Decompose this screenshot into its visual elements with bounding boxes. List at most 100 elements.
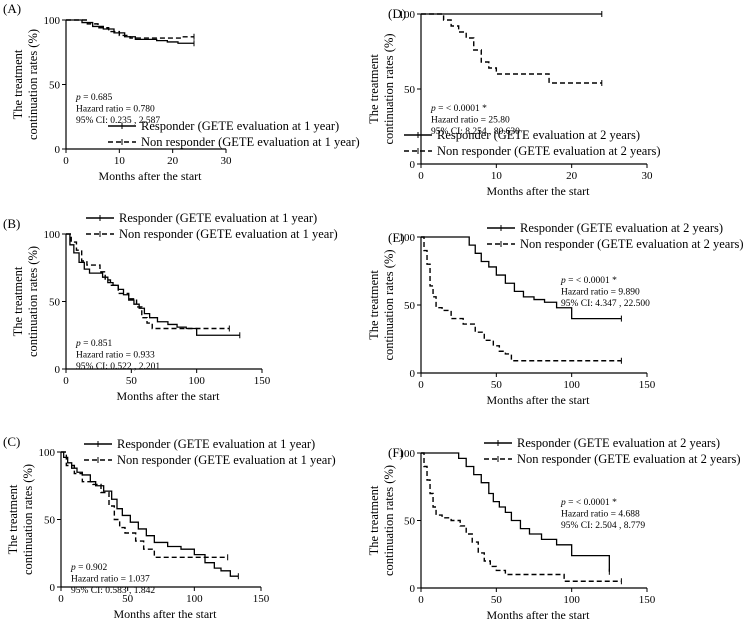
y-tick-label: 100 <box>399 9 416 21</box>
y-tick-label: 0 <box>410 583 416 595</box>
x-tick-label: 100 <box>563 379 580 391</box>
series-line-non-responder <box>66 233 230 330</box>
y-tick-label: 50 <box>404 516 416 528</box>
x-tick-label: 10 <box>114 155 126 167</box>
y-axis-label-line: The treatment <box>11 49 25 119</box>
stat-line: Hazard ratio = 0.933 <box>76 351 155 361</box>
legend-entry: Non responder (GETE evaluation at 1 year… <box>117 453 336 467</box>
stat-line: Hazard ratio = 0.780 <box>76 105 155 115</box>
stat-line: Hazard ratio = 9.890 <box>561 288 640 298</box>
y-tick-label: 100 <box>399 232 416 244</box>
x-tick-label: 100 <box>186 593 203 605</box>
legend-entry: Responder (GETE evaluation at 2 years) <box>437 128 640 142</box>
legend-entry: Non responder (GETE evaluation at 1 year… <box>141 135 360 149</box>
x-tick-label: 10 <box>491 170 503 182</box>
series-line-non-responder <box>61 451 228 558</box>
y-axis-label-line: continuation rates (%) <box>21 464 35 575</box>
y-axis-label-line: The treatment <box>11 266 25 336</box>
y-axis-label-line: continuation rates (%) <box>26 29 40 140</box>
y-axis-label-line: continuation rates (%) <box>382 33 396 144</box>
panel-label: (C) <box>3 434 20 449</box>
y-tick-label: 50 <box>404 84 416 96</box>
x-tick-label: 50 <box>491 379 503 391</box>
x-tick-label: 50 <box>122 593 134 605</box>
panel-label: (D) <box>388 6 406 21</box>
stat-line: Hazard ratio = 25.80 <box>431 116 510 126</box>
legend-entry: Non responder (GETE evaluation at 2 year… <box>437 144 661 158</box>
y-axis-label-line: The treatment <box>367 485 381 555</box>
series-line-non-responder <box>421 13 602 84</box>
x-tick-label: 100 <box>188 375 205 387</box>
legend-entry: Responder (GETE evaluation at 2 years) <box>517 436 720 450</box>
y-tick-label: 50 <box>49 80 61 92</box>
stat-line: p = 0.902 <box>70 563 107 573</box>
series-line-responder <box>421 452 610 572</box>
x-tick-label: 150 <box>254 375 271 387</box>
y-tick-label: 50 <box>404 300 416 312</box>
x-tick-label: 0 <box>418 170 424 182</box>
chart-panel-a: (A) 0 10 20 30 0 50 100 Months after the start Th… <box>3 1 360 183</box>
y-tick-label: 0 <box>410 368 416 380</box>
stat-line: 95% CI: 0.522 , 2.201 <box>76 362 160 372</box>
legend-entry: Non responder (GETE evaluation at 1 year… <box>119 227 338 241</box>
chart-panel-b: (B) 0 50 100 150 0 50 100 Months after the start… <box>3 211 338 403</box>
stat-line: 95% CI: 0.583 , 1.842 <box>71 586 155 596</box>
y-tick-label: 0 <box>55 364 61 376</box>
x-tick-label: 0 <box>418 594 424 606</box>
stat-line: Hazard ratio = 1.037 <box>71 575 150 585</box>
y-axis-label-line: The treatment <box>367 54 381 124</box>
legend-entry: Responder (GETE evaluation at 1 year) <box>117 437 315 451</box>
panel-label: (B) <box>3 216 20 231</box>
x-tick-label: 150 <box>639 594 656 606</box>
x-tick-label: 0 <box>63 375 69 387</box>
stat-line: p = < 0.0001 * <box>430 104 487 114</box>
stat-line: 95% CI: 8.254 , 80.630 <box>431 127 520 137</box>
stat-line: p = < 0.0001 * <box>560 498 617 508</box>
series-line-non-responder <box>421 452 622 582</box>
x-axis-label: Months after the start <box>99 169 203 183</box>
x-axis-label: Months after the start <box>487 608 591 622</box>
panel-label: (A) <box>3 1 21 16</box>
legend-entry: Non responder (GETE evaluation at 2 year… <box>520 237 744 251</box>
stat-line: 95% CI: 2.504 , 8.779 <box>561 521 645 531</box>
y-axis-label-line: continuation rates (%) <box>382 249 396 360</box>
x-tick-label: 150 <box>253 593 270 605</box>
chart-panel-c: (C) 0 50 100 150 0 50 100 Months after the start… <box>3 434 336 621</box>
y-tick-label: 100 <box>44 229 61 241</box>
legend-entry: Responder (GETE evaluation at 1 year) <box>119 211 317 225</box>
x-tick-label: 20 <box>167 155 179 167</box>
x-tick-label: 20 <box>566 170 578 182</box>
x-axis-label: Months after the start <box>114 607 218 621</box>
x-tick-label: 0 <box>58 593 64 605</box>
y-tick-label: 50 <box>49 297 61 309</box>
stat-line: p = 0.851 <box>75 339 112 349</box>
x-tick-label: 50 <box>491 594 503 606</box>
panel-label: (F) <box>388 445 404 460</box>
y-tick-label: 100 <box>399 448 416 460</box>
y-axis-label-line: continuation rates (%) <box>382 465 396 576</box>
stat-line: 95% CI: 0.235 , 2.587 <box>76 116 160 126</box>
stat-line: p = < 0.0001 * <box>560 276 617 286</box>
chart-panel-f: (F) 0 50 100 150 0 50 100 Months after the start… <box>367 436 741 622</box>
x-tick-label: 30 <box>642 170 654 182</box>
series-line-non-responder <box>66 19 194 39</box>
y-tick-label: 50 <box>44 515 56 527</box>
y-tick-label: 100 <box>44 15 61 27</box>
panel-label: (E) <box>388 230 405 245</box>
series-line-responder <box>421 236 622 320</box>
y-tick-label: 100 <box>39 447 56 459</box>
stat-line: p = 0.685 <box>75 93 112 103</box>
y-axis-label-line: The treatment <box>367 270 381 340</box>
stat-line: 95% CI: 4.347 , 22.500 <box>561 299 650 309</box>
x-tick-label: 50 <box>126 375 138 387</box>
series-line-responder <box>66 233 240 336</box>
legend-entry: Non responder (GETE evaluation at 2 year… <box>517 452 741 466</box>
x-axis-label: Months after the start <box>487 393 591 407</box>
x-tick-label: 150 <box>639 379 656 391</box>
x-tick-label: 0 <box>63 155 69 167</box>
x-tick-label: 0 <box>418 379 424 391</box>
x-tick-label: 30 <box>221 155 233 167</box>
y-tick-label: 0 <box>55 144 61 156</box>
series-line-responder <box>66 19 194 44</box>
